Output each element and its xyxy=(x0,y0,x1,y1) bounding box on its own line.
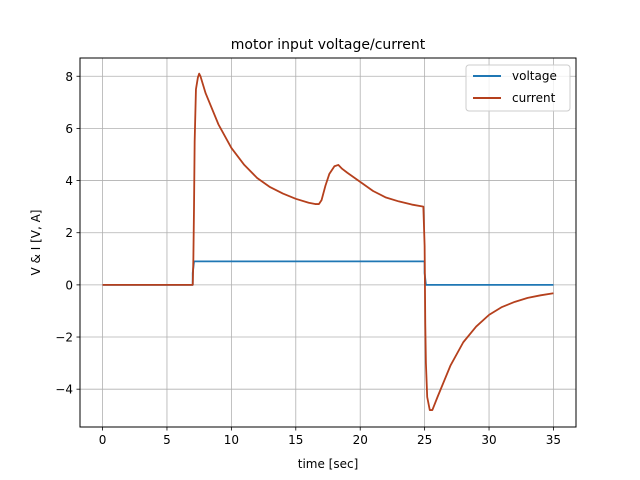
y-tick-label: 2 xyxy=(65,226,73,240)
x-axis-label: time [sec] xyxy=(298,457,359,471)
chart-title: motor input voltage/current xyxy=(231,37,426,53)
legend-label-voltage: voltage xyxy=(512,69,557,83)
plot-frame xyxy=(79,57,577,428)
y-tick-label: −4 xyxy=(55,383,73,397)
y-tick-label: 0 xyxy=(65,278,73,292)
x-tick-label: 25 xyxy=(417,433,432,447)
y-tick-label: 8 xyxy=(65,70,73,84)
legend-label-current: current xyxy=(512,91,556,105)
x-tick-label: 10 xyxy=(224,433,239,447)
x-tick-label: 5 xyxy=(163,433,171,447)
x-tick-label: 30 xyxy=(481,433,496,447)
y-tick-label: 6 xyxy=(65,122,73,136)
y-axis-label: V & I [V, A] xyxy=(29,210,43,276)
x-tick-label: 15 xyxy=(288,433,303,447)
x-tick-label: 0 xyxy=(99,433,107,447)
series-lines xyxy=(102,72,554,411)
legend: voltage current xyxy=(465,64,571,112)
y-tick-label: 4 xyxy=(65,174,73,188)
series-line-current xyxy=(102,72,554,411)
axis-ticks: 0 5 10 15 20 25 30 35 −4 −2 0 2 4 6 8 xyxy=(55,70,561,447)
y-tick-label: −2 xyxy=(55,331,73,345)
x-tick-label: 20 xyxy=(353,433,368,447)
x-tick-label: 35 xyxy=(546,433,561,447)
